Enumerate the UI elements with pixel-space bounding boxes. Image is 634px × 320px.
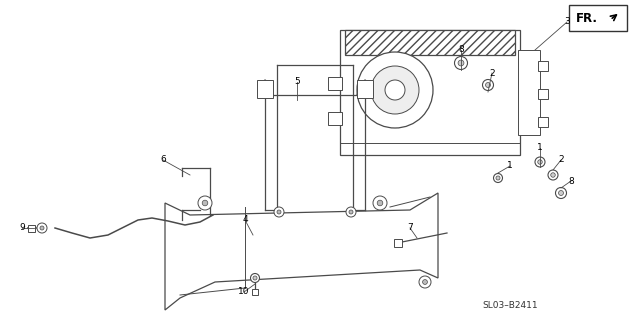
Circle shape [357,52,433,128]
Circle shape [538,160,542,164]
Circle shape [37,223,47,233]
Circle shape [349,210,353,214]
Bar [345,30,515,55]
Circle shape [555,188,567,198]
Circle shape [253,276,257,280]
Bar [328,77,342,90]
Circle shape [535,157,545,167]
Circle shape [198,196,212,210]
Circle shape [250,274,259,283]
Text: 1: 1 [507,162,513,171]
Circle shape [346,207,356,217]
Circle shape [419,276,431,288]
Bar [538,117,548,127]
Text: SL03–B2411: SL03–B2411 [482,300,538,309]
Text: 4: 4 [242,215,248,225]
Text: 1: 1 [537,143,543,153]
Bar [257,80,273,98]
Bar [394,239,402,247]
Circle shape [458,60,464,66]
Bar [518,50,540,135]
Bar [252,289,258,295]
Text: FR.: FR. [576,12,598,25]
Bar [538,61,548,71]
Text: 9: 9 [19,223,25,233]
Circle shape [202,200,208,206]
Circle shape [40,226,44,230]
Circle shape [274,207,284,217]
Circle shape [559,190,564,196]
Circle shape [277,210,281,214]
Bar [357,80,373,98]
Bar [538,89,548,99]
Text: 5: 5 [294,77,300,86]
Polygon shape [165,193,438,310]
FancyBboxPatch shape [569,5,627,31]
Text: 8: 8 [568,177,574,186]
Circle shape [373,196,387,210]
Text: 8: 8 [458,45,464,54]
Circle shape [385,80,405,100]
Bar [340,30,520,155]
Text: 2: 2 [558,156,564,164]
Circle shape [548,170,558,180]
Bar [328,112,342,125]
Text: 2: 2 [489,68,495,77]
Circle shape [455,57,467,69]
Text: 6: 6 [160,156,166,164]
Circle shape [482,79,493,91]
Circle shape [551,173,555,177]
Circle shape [493,173,503,182]
Circle shape [371,66,419,114]
Text: 10: 10 [238,287,250,297]
Text: 3: 3 [564,18,570,27]
Text: 7: 7 [407,223,413,233]
Circle shape [423,280,427,284]
Bar [28,225,35,231]
Circle shape [377,200,383,206]
Circle shape [496,176,500,180]
Circle shape [486,83,491,87]
